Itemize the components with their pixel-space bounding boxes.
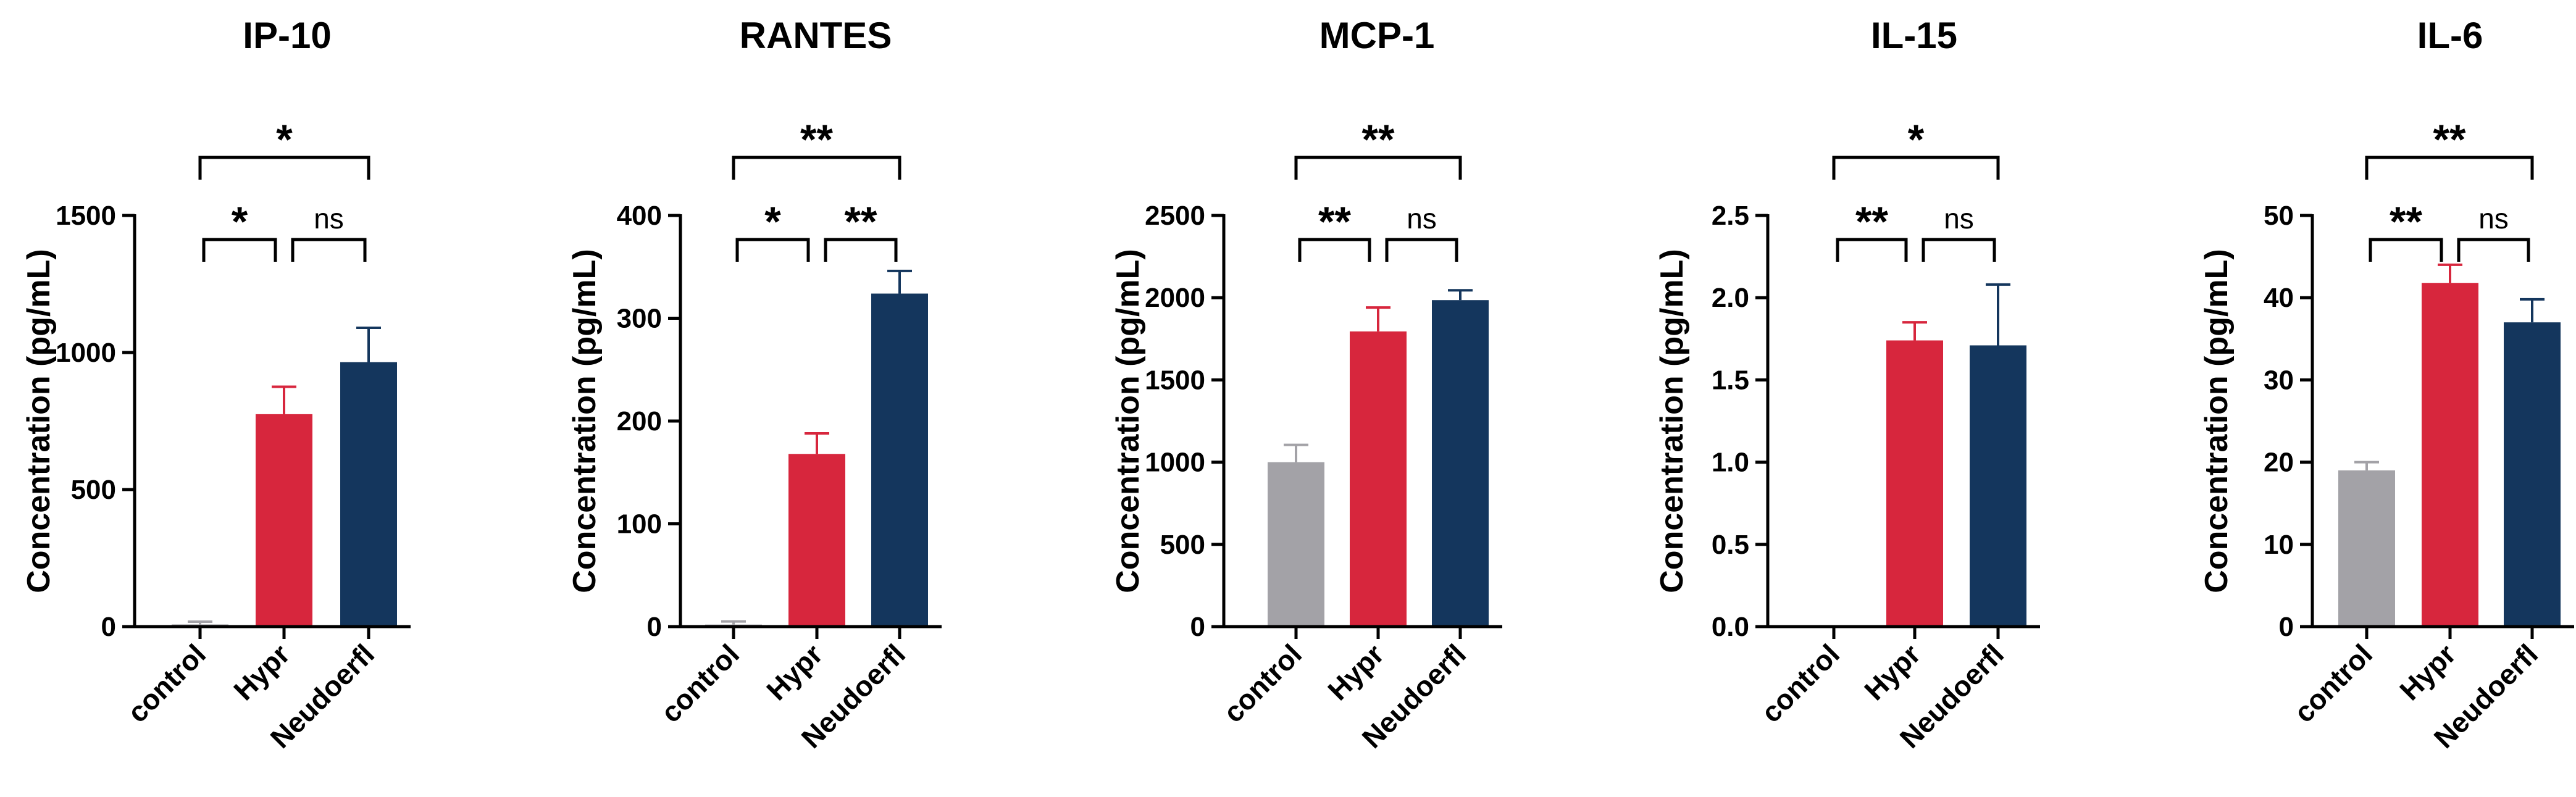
bar-control	[2338, 470, 2395, 627]
significance-bracket	[2457, 238, 2530, 262]
significance-bracket	[198, 156, 370, 180]
chart-title: MCP-1	[1319, 15, 1435, 56]
y-tick-label: 2000	[1145, 283, 1205, 313]
significance-label: ns	[2478, 202, 2509, 235]
y-tick-label: 30	[2264, 365, 2294, 395]
x-tick-label-control: control	[1755, 638, 1846, 728]
significance-label: ns	[1944, 202, 1974, 235]
significance-label: ns	[1407, 202, 1437, 235]
significance-label: *	[276, 116, 293, 163]
significance-bracket	[1922, 238, 1996, 262]
significance-bracket	[824, 238, 898, 262]
significance-label: **	[1855, 198, 1888, 245]
significance-bracket	[1294, 156, 1462, 180]
y-axis-label: Concentration (pg/mL)	[1110, 249, 1146, 593]
significance-label: **	[800, 116, 833, 163]
significance-bracket	[1836, 238, 1908, 262]
chart-title: IL-15	[1871, 15, 1957, 56]
bar-hypr	[2422, 283, 2478, 627]
significance-label: **	[845, 198, 877, 245]
x-tick-label-control: control	[2288, 638, 2378, 728]
chart-panel-ip-10: IP-10 Concentration (pg/mL) 0 500 1000 1500 co…	[21, 15, 411, 754]
significance-bracket	[1832, 156, 2000, 180]
significance-label: **	[1318, 198, 1351, 245]
y-tick-label: 0.0	[1712, 612, 1749, 642]
y-tick-label: 1000	[1145, 448, 1205, 478]
y-tick-label: 2.0	[1712, 283, 1749, 313]
chart-panel-il-15: IL-15 Concentration (pg/mL) 0.0 0.5 1.0 1.5 2.…	[1654, 15, 2040, 754]
y-tick-label: 1500	[56, 201, 116, 231]
y-tick-label: 200	[617, 406, 662, 436]
x-tick-label-control: control	[121, 638, 212, 728]
y-tick-label: 50	[2264, 201, 2294, 231]
significance-label: ns	[314, 202, 344, 235]
significance-label: *	[232, 198, 248, 245]
x-tick-label-hypr: Hypr	[227, 638, 296, 706]
chart-panel-mcp-1: MCP-1 Concentration (pg/mL) 0 500 1000 1500 20…	[1110, 15, 1502, 754]
y-tick-label: 10	[2264, 530, 2294, 560]
significance-bracket	[2365, 156, 2534, 180]
y-tick-label: 1500	[1145, 365, 1205, 395]
chart-panel-rantes: RANTES Concentration (pg/mL) 0 100 200 300 400…	[567, 15, 942, 754]
significance-label: *	[764, 198, 781, 245]
x-tick-label-hypr: Hypr	[1321, 638, 1390, 706]
significance-label: **	[2390, 198, 2422, 245]
bar-neudoerfl	[340, 362, 397, 627]
bar-neudoerfl	[1432, 300, 1489, 627]
y-tick-label: 500	[71, 475, 116, 505]
x-tick-label-hypr: Hypr	[760, 638, 829, 706]
significance-bracket	[202, 238, 277, 262]
y-axis-label: Concentration (pg/mL)	[567, 249, 603, 593]
y-tick-label: 300	[617, 304, 662, 334]
bar-neudoerfl	[871, 293, 928, 627]
x-tick-label-control: control	[654, 638, 745, 728]
chart-panel-il-6: IL-6 Concentration (pg/mL) 0 10 20 30 40 50 cont…	[2199, 15, 2574, 754]
x-tick-label-hypr: Hypr	[2393, 638, 2462, 706]
y-tick-label: 0.5	[1712, 530, 1749, 560]
chart-title: IL-6	[2417, 15, 2483, 56]
bar-hypr	[788, 454, 845, 627]
y-tick-label: 1.5	[1712, 365, 1749, 395]
bar-neudoerfl	[1970, 345, 2026, 627]
significance-bracket	[291, 238, 367, 262]
y-tick-label: 0	[101, 612, 116, 642]
y-tick-label: 0	[1190, 612, 1205, 642]
y-tick-label: 400	[617, 201, 662, 231]
y-tick-label: 500	[1160, 530, 1205, 560]
bar-neudoerfl	[2504, 322, 2561, 627]
significance-bracket	[2369, 238, 2443, 262]
y-tick-label: 0	[2279, 612, 2294, 642]
significance-bracket	[732, 156, 901, 180]
significance-bracket	[1385, 238, 1458, 262]
significance-label: **	[1362, 116, 1395, 163]
chart-title: RANTES	[740, 15, 892, 56]
y-tick-label: 0	[647, 612, 662, 642]
x-tick-label-control: control	[1217, 638, 1308, 728]
y-axis-label: Concentration (pg/mL)	[1654, 249, 1690, 593]
y-tick-label: 2.5	[1712, 201, 1749, 231]
significance-bracket	[1298, 238, 1371, 262]
y-tick-label: 1000	[56, 338, 116, 368]
y-tick-label: 40	[2264, 283, 2294, 313]
significance-label: **	[2433, 116, 2466, 163]
y-axis-label: Concentration (pg/mL)	[21, 249, 57, 593]
y-tick-label: 1.0	[1712, 448, 1749, 478]
bar-control	[1268, 462, 1324, 627]
y-axis-label: Concentration (pg/mL)	[2199, 249, 2235, 593]
y-tick-label: 100	[617, 509, 662, 540]
y-tick-label: 20	[2264, 448, 2294, 478]
significance-label: *	[1908, 116, 1925, 163]
y-tick-label: 2500	[1145, 201, 1205, 231]
significance-bracket	[735, 238, 810, 262]
bar-hypr	[1350, 331, 1407, 627]
bar-hypr	[1886, 340, 1943, 627]
bar-hypr	[256, 414, 312, 627]
chart-title: IP-10	[243, 15, 331, 56]
x-tick-label-hypr: Hypr	[1858, 638, 1926, 706]
